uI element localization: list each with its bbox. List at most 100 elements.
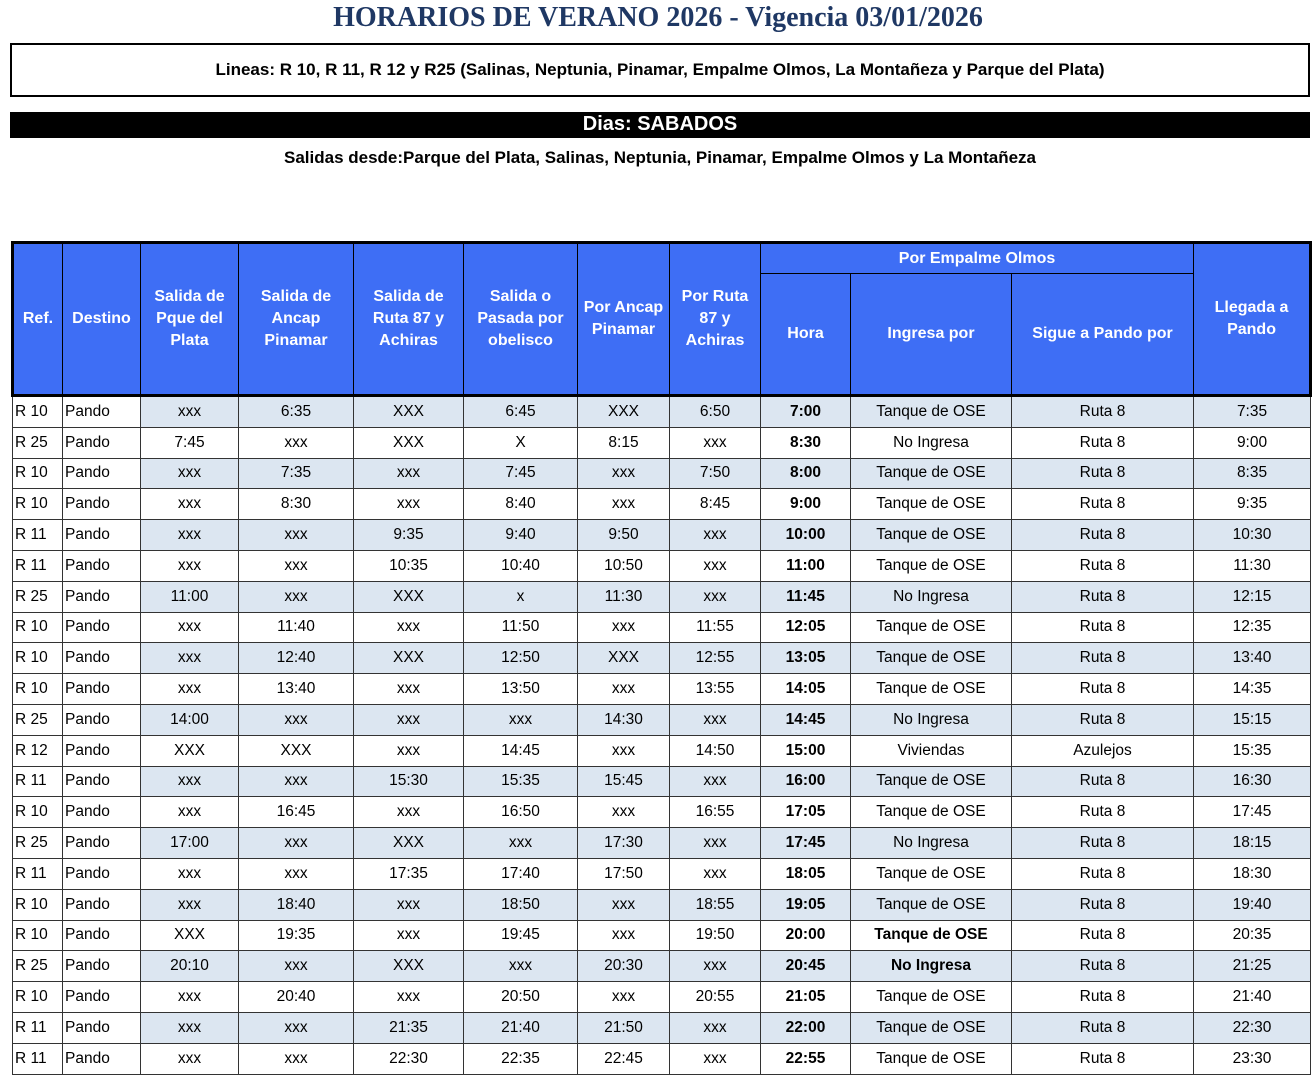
table-cell: No Ingresa: [850, 426, 1012, 459]
table-cell: XXX: [577, 642, 670, 675]
table-cell: 13:50: [463, 673, 578, 705]
table-cell: 8:45: [669, 488, 761, 521]
table-row: R 11 Pando xxx xxx 22:30 22:35 22:45 xxx 22:55 Ta…: [12, 1042, 1312, 1075]
group-header: Por Empalme Olmos: [759, 242, 1195, 274]
table-cell: Tanque de OSE: [850, 611, 1012, 644]
table-cell: R 11: [12, 519, 63, 551]
table-cell: R 25: [12, 426, 63, 459]
table-cell: XXX: [140, 734, 239, 767]
table-row: R 25 Pando 11:00 xxx XXX x 11:30 xxx 11:45 No Ing…: [12, 580, 1312, 613]
table-cell: Pando: [62, 857, 141, 890]
table-cell: 22:35: [463, 1042, 578, 1075]
table-row: R 10 Pando xxx 7:35 xxx 7:45 xxx 7:50 8:00 Tanque…: [12, 457, 1312, 490]
table-cell: Pando: [62, 549, 141, 582]
table-cell: xxx: [463, 950, 578, 983]
table-cell: R 10: [12, 642, 63, 675]
table-cell: xxx: [353, 457, 464, 490]
table-cell: xxx: [577, 488, 670, 521]
table-cell: xxx: [140, 796, 239, 829]
table-cell: Pando: [62, 457, 141, 490]
table-cell: Pando: [62, 580, 141, 613]
table-cell: Ruta 8: [1010, 827, 1195, 859]
table-cell: 20:40: [238, 981, 354, 1013]
table-cell: 17:05: [760, 796, 851, 829]
table-cell: R 10: [12, 457, 63, 490]
table-cell: 12:35: [1193, 611, 1312, 644]
table-cell: xxx: [353, 488, 464, 521]
table-cell: 8:30: [760, 426, 851, 459]
table-cell: 10:40: [463, 549, 578, 582]
table-cell: 12:05: [760, 611, 851, 644]
table-cell: xxx: [140, 1042, 239, 1075]
table-cell: xxx: [238, 703, 354, 736]
table-cell: xxx: [140, 611, 239, 644]
lines-box: Lineas: R 10, R 11, R 12 y R25 (Salinas,…: [10, 43, 1310, 97]
table-cell: Pando: [62, 611, 141, 644]
table-cell: 21:40: [1193, 981, 1312, 1013]
table-cell: Pando: [62, 703, 141, 736]
departures: Salidas desde:Parque del Plata, Salinas,…: [283, 148, 1037, 167]
table-cell: 16:45: [238, 796, 354, 829]
table-cell: Tanque de OSE: [850, 796, 1012, 829]
table-cell: XXX: [353, 395, 464, 428]
table-cell: Pando: [62, 488, 141, 521]
table-cell: xxx: [669, 1011, 761, 1044]
table-cell: 17:50: [577, 857, 670, 890]
table-cell: 18:40: [238, 888, 354, 921]
table-cell: 8:30: [238, 488, 354, 521]
table-cell: Pando: [62, 1042, 141, 1075]
table-cell: 8:35: [1193, 457, 1312, 490]
table-row: R 10 Pando xxx 20:40 xxx 20:50 xxx 20:55 21:05 Ta…: [12, 981, 1312, 1013]
table-cell: R 10: [12, 488, 63, 521]
table-cell: xxx: [140, 642, 239, 675]
table-cell: Ruta 8: [1010, 765, 1195, 798]
table-cell: xxx: [140, 457, 239, 490]
table-cell: 19:50: [669, 919, 761, 952]
table-cell: xxx: [353, 919, 464, 952]
table-cell: xxx: [577, 981, 670, 1013]
table-cell: xxx: [140, 549, 239, 582]
table-row: R 10 Pando xxx 8:30 xxx 8:40 xxx 8:45 9:00 Tanque…: [12, 488, 1312, 521]
table-cell: 8:15: [577, 426, 670, 459]
table-cell: No Ingresa: [850, 827, 1012, 859]
table-cell: 20:35: [1193, 919, 1312, 952]
table-cell: Ruta 8: [1010, 519, 1195, 551]
table-cell: 18:55: [669, 888, 761, 921]
table-cell: 21:05: [760, 981, 851, 1013]
table-cell: xxx: [463, 827, 578, 859]
table-cell: xxx: [669, 426, 761, 459]
table-cell: XXX: [140, 919, 239, 952]
table-cell: 16:50: [463, 796, 578, 829]
table-row: R 25 Pando 14:00 xxx xxx xxx 14:30 xxx 14:45 No I…: [12, 703, 1312, 736]
table-cell: 12:15: [1193, 580, 1312, 613]
table-cell: 21:40: [463, 1011, 578, 1044]
table-cell: 6:35: [238, 395, 354, 428]
table-cell: xxx: [669, 950, 761, 983]
table-cell: 22:45: [577, 1042, 670, 1075]
table-cell: Ruta 8: [1010, 426, 1195, 459]
table-cell: xxx: [238, 549, 354, 582]
table-cell: 14:50: [669, 734, 761, 767]
table-cell: 11:50: [463, 611, 578, 644]
table-cell: R 10: [12, 395, 63, 428]
table-cell: xxx: [353, 981, 464, 1013]
table-cell: 19:40: [1193, 888, 1312, 921]
table-cell: 7:00: [760, 395, 851, 428]
table-cell: Ruta 8: [1010, 580, 1195, 613]
table-cell: 8:40: [463, 488, 578, 521]
table-cell: xxx: [669, 703, 761, 736]
table-cell: xxx: [669, 765, 761, 798]
table-cell: 11:55: [669, 611, 761, 644]
table-cell: xxx: [577, 457, 670, 490]
table-cell: 10:35: [353, 549, 464, 582]
table-cell: R 25: [12, 703, 63, 736]
table-cell: 11:40: [238, 611, 354, 644]
table-cell: 11:45: [760, 580, 851, 613]
table-cell: Tanque de OSE: [850, 488, 1012, 521]
column-header: Sigue a Pando por: [1010, 273, 1195, 396]
table-cell: Pando: [62, 519, 141, 551]
table-cell: XXX: [238, 734, 354, 767]
table-row: R 10 Pando xxx 18:40 xxx 18:50 xxx 18:55 19:05 Ta…: [12, 888, 1312, 921]
table-cell: R 11: [12, 549, 63, 582]
table-cell: 22:55: [760, 1042, 851, 1075]
